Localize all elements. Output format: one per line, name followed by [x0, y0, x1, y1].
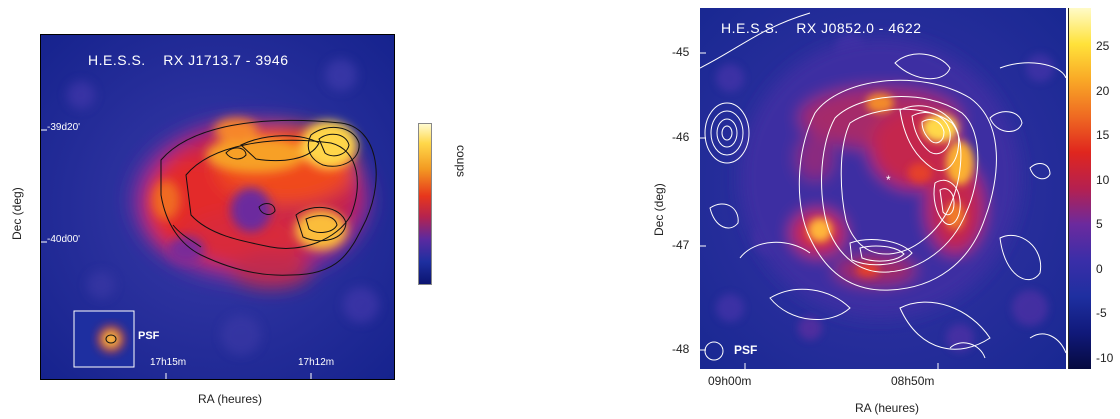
left-x-axis-label: RA (heures) [198, 392, 263, 406]
right-cb-tick: -10 [1096, 350, 1114, 365]
right-cb-tick: 25 [1096, 39, 1110, 53]
left-cb-tick: 40 [436, 182, 449, 194]
right-cb-tick: 15 [1096, 128, 1110, 142]
right-sky-map: * [700, 8, 1066, 369]
right-cb-tick: 20 [1096, 83, 1110, 98]
right-map-title: H.E.S.S. RX J0852.0 - 4622 [721, 20, 922, 36]
right-cb-tick: 0 [1096, 261, 1103, 276]
left-colorbar-title: coups [454, 145, 468, 178]
right-x-axis-label: RA (heures) [855, 401, 920, 415]
left-y-axis-label: Dec (deg) [10, 187, 24, 240]
left-cb-tick: 100 [436, 122, 455, 134]
right-cb-tick: 5 [1096, 217, 1103, 231]
svg-text:*: * [886, 173, 891, 187]
right-psf-label: PSF [734, 343, 758, 357]
left-xtick-2: 17h12m [298, 357, 335, 368]
left-map-title: H.E.S.S. RX J1713.7 - 3946 [88, 52, 289, 68]
right-xtick: 09h00m [708, 374, 752, 388]
right-ytick: -48 [672, 342, 690, 356]
left-cb-tick: 80 [436, 142, 449, 154]
right-colorbar-ticks: 25 20 15 10 5 0 -5 -10 [1096, 24, 1113, 380]
left-xtick-1: 17h15m [150, 357, 187, 368]
right-y-axis-label: Dec (deg) [652, 183, 666, 236]
left-colorbar [418, 123, 432, 285]
left-cb-tick: 0 [436, 222, 443, 234]
right-cb-tick: -5 [1096, 306, 1107, 320]
left-colorbar-ticks: 100 80 60 40 20 0 [436, 118, 454, 238]
left-cb-tick: 60 [436, 162, 449, 174]
right-ytick: -46 [672, 130, 690, 144]
left-sky-map [40, 34, 395, 380]
left-ytick-2: -40d00' [47, 234, 81, 245]
left-ytick-1: -39d20' [47, 122, 81, 133]
left-cb-tick: 20 [436, 202, 449, 214]
right-xtick: 08h50m [891, 374, 935, 388]
right-cb-tick: 10 [1096, 172, 1110, 187]
right-ytick: -45 [672, 45, 690, 59]
right-colorbar [1068, 8, 1091, 369]
right-ytick: -47 [672, 238, 690, 252]
left-psf-label: PSF [138, 330, 160, 342]
